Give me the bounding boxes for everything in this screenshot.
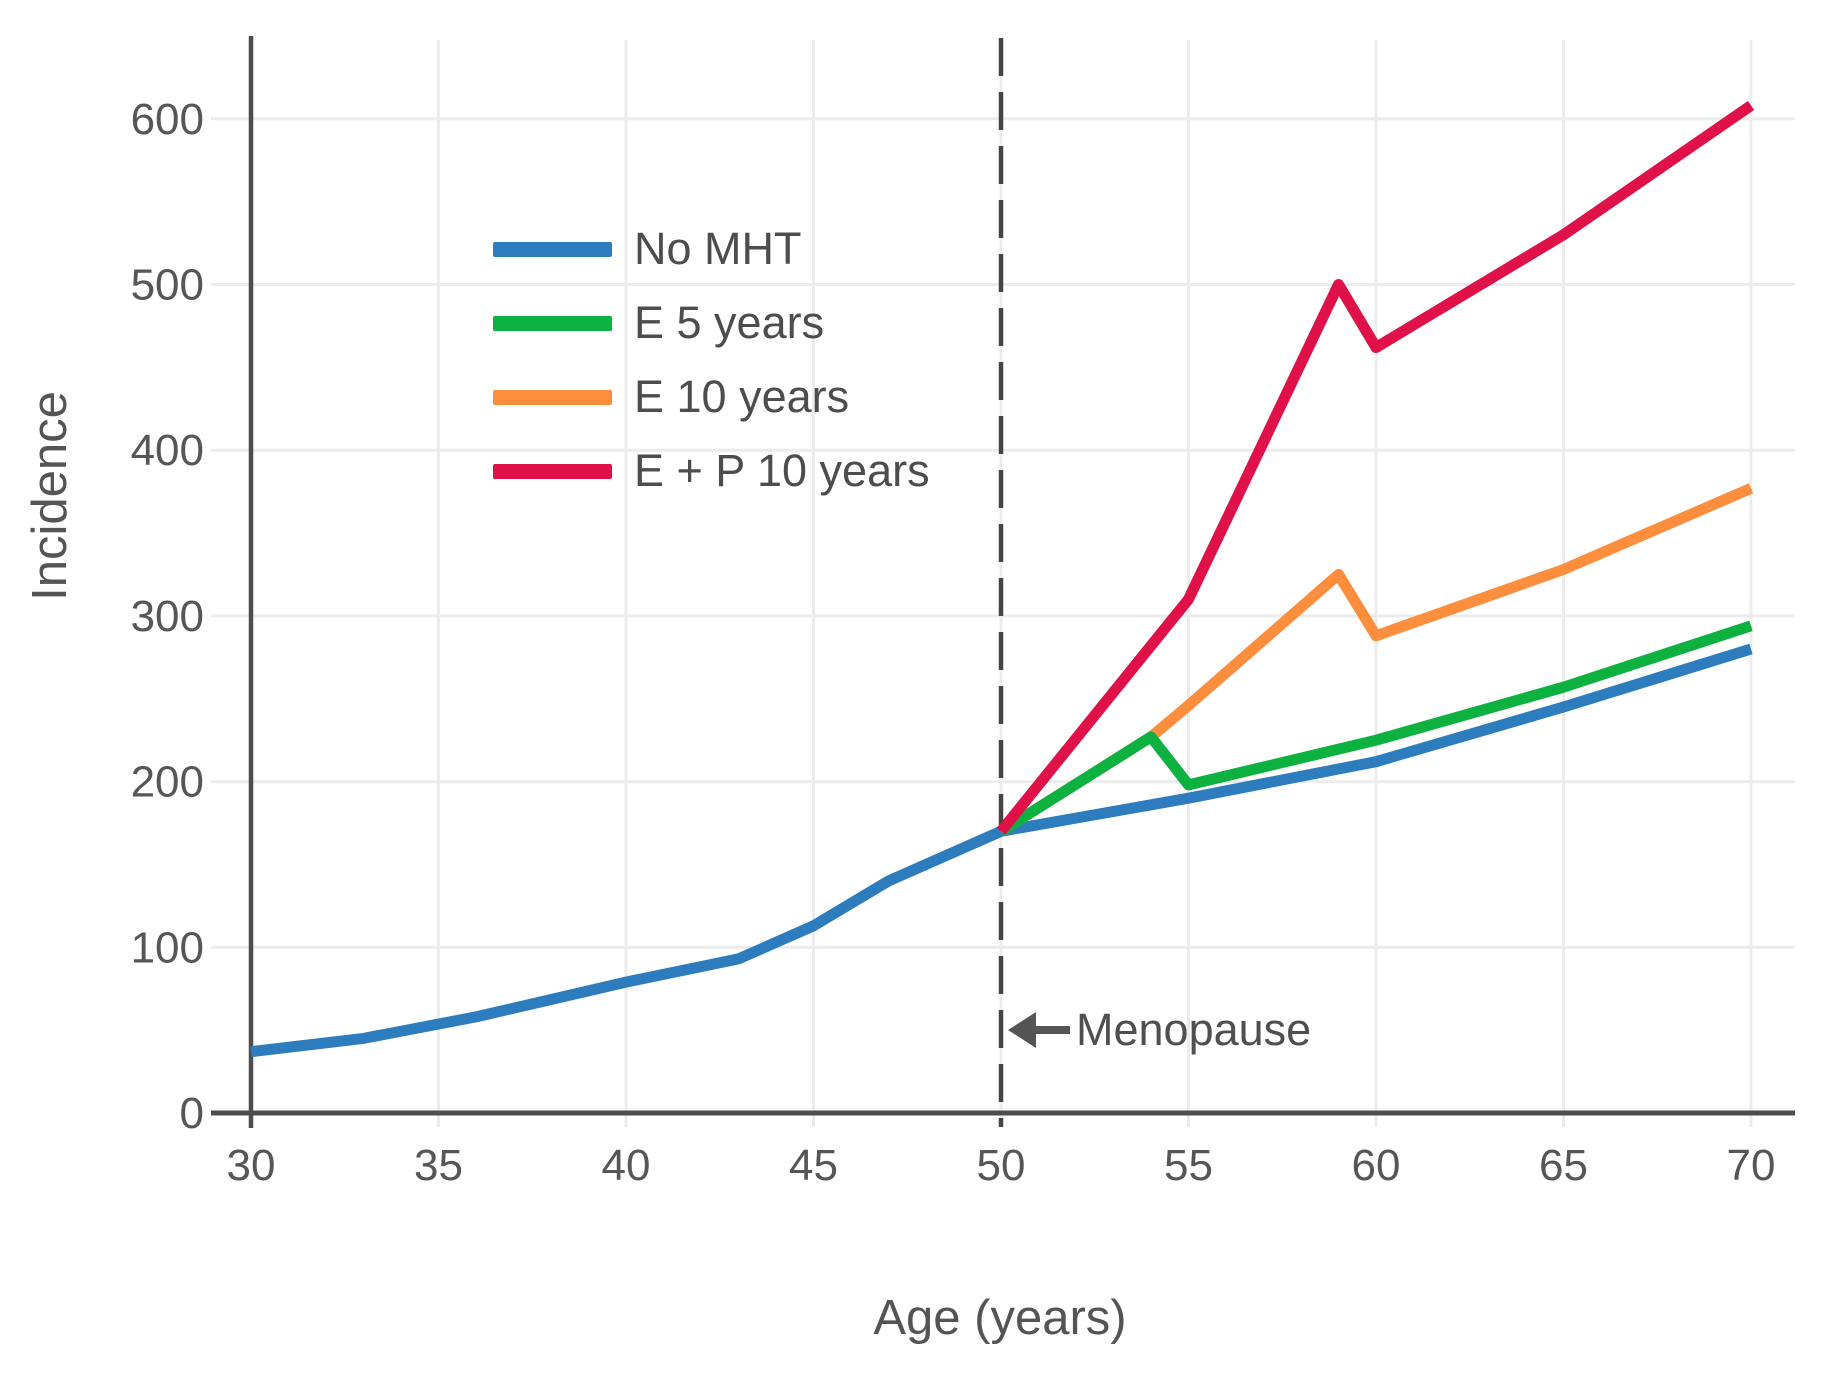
x-tick-label-50: 50 <box>977 1141 1026 1190</box>
legend-swatch-e-5-years <box>493 315 612 331</box>
y-tick-label-200: 200 <box>131 758 204 807</box>
legend-item-e-p-10-years: E + P 10 years <box>493 434 930 508</box>
x-tick-label-35: 35 <box>414 1141 463 1190</box>
x-tick-label-30: 30 <box>227 1141 276 1190</box>
x-axis-title: Age (years) <box>873 1291 1127 1345</box>
series-line-e-p-10-years <box>996 100 1755 835</box>
x-tick-label-60: 60 <box>1352 1141 1401 1190</box>
legend-item-no-mht: No MHT <box>493 212 930 286</box>
menopause-label: Menopause <box>1076 1004 1312 1055</box>
left-arrow-icon <box>1008 1012 1070 1048</box>
legend-item-e-10-years: E 10 years <box>493 360 930 434</box>
series-line-no-mht <box>250 643 1753 1058</box>
y-tick-label-100: 100 <box>131 923 204 972</box>
series-line-e-5-years <box>998 620 1753 836</box>
menopause-annotation: Menopause <box>1008 1004 1311 1056</box>
legend: No MHT E 5 years E 10 years E + P 10 yea… <box>493 212 930 508</box>
y-axis-title: Incidence <box>23 391 77 601</box>
x-tick-label-40: 40 <box>602 1141 651 1190</box>
legend-label-e-5-years: E 5 years <box>634 297 825 348</box>
y-tick-label-600: 600 <box>131 95 204 144</box>
y-tick-label-400: 400 <box>131 426 204 475</box>
legend-swatch-no-mht <box>493 241 612 257</box>
y-tick-label-500: 500 <box>131 261 204 310</box>
x-tick-label-55: 55 <box>1164 1141 1213 1190</box>
x-tick-label-45: 45 <box>789 1141 838 1190</box>
legend-label-e-10-years: E 10 years <box>634 371 850 422</box>
y-tick-label-300: 300 <box>131 592 204 641</box>
legend-label-e-p-10-years: E + P 10 years <box>634 445 930 496</box>
y-tick-label-0: 0 <box>180 1089 204 1138</box>
legend-swatch-e-10-years <box>493 389 612 405</box>
x-tick-label-70: 70 <box>1727 1141 1776 1190</box>
legend-label-no-mht: No MHT <box>634 223 802 274</box>
legend-item-e-5-years: E 5 years <box>493 286 930 360</box>
legend-swatch-e-p-10-years <box>493 463 612 479</box>
x-tick-label-65: 65 <box>1539 1141 1588 1190</box>
